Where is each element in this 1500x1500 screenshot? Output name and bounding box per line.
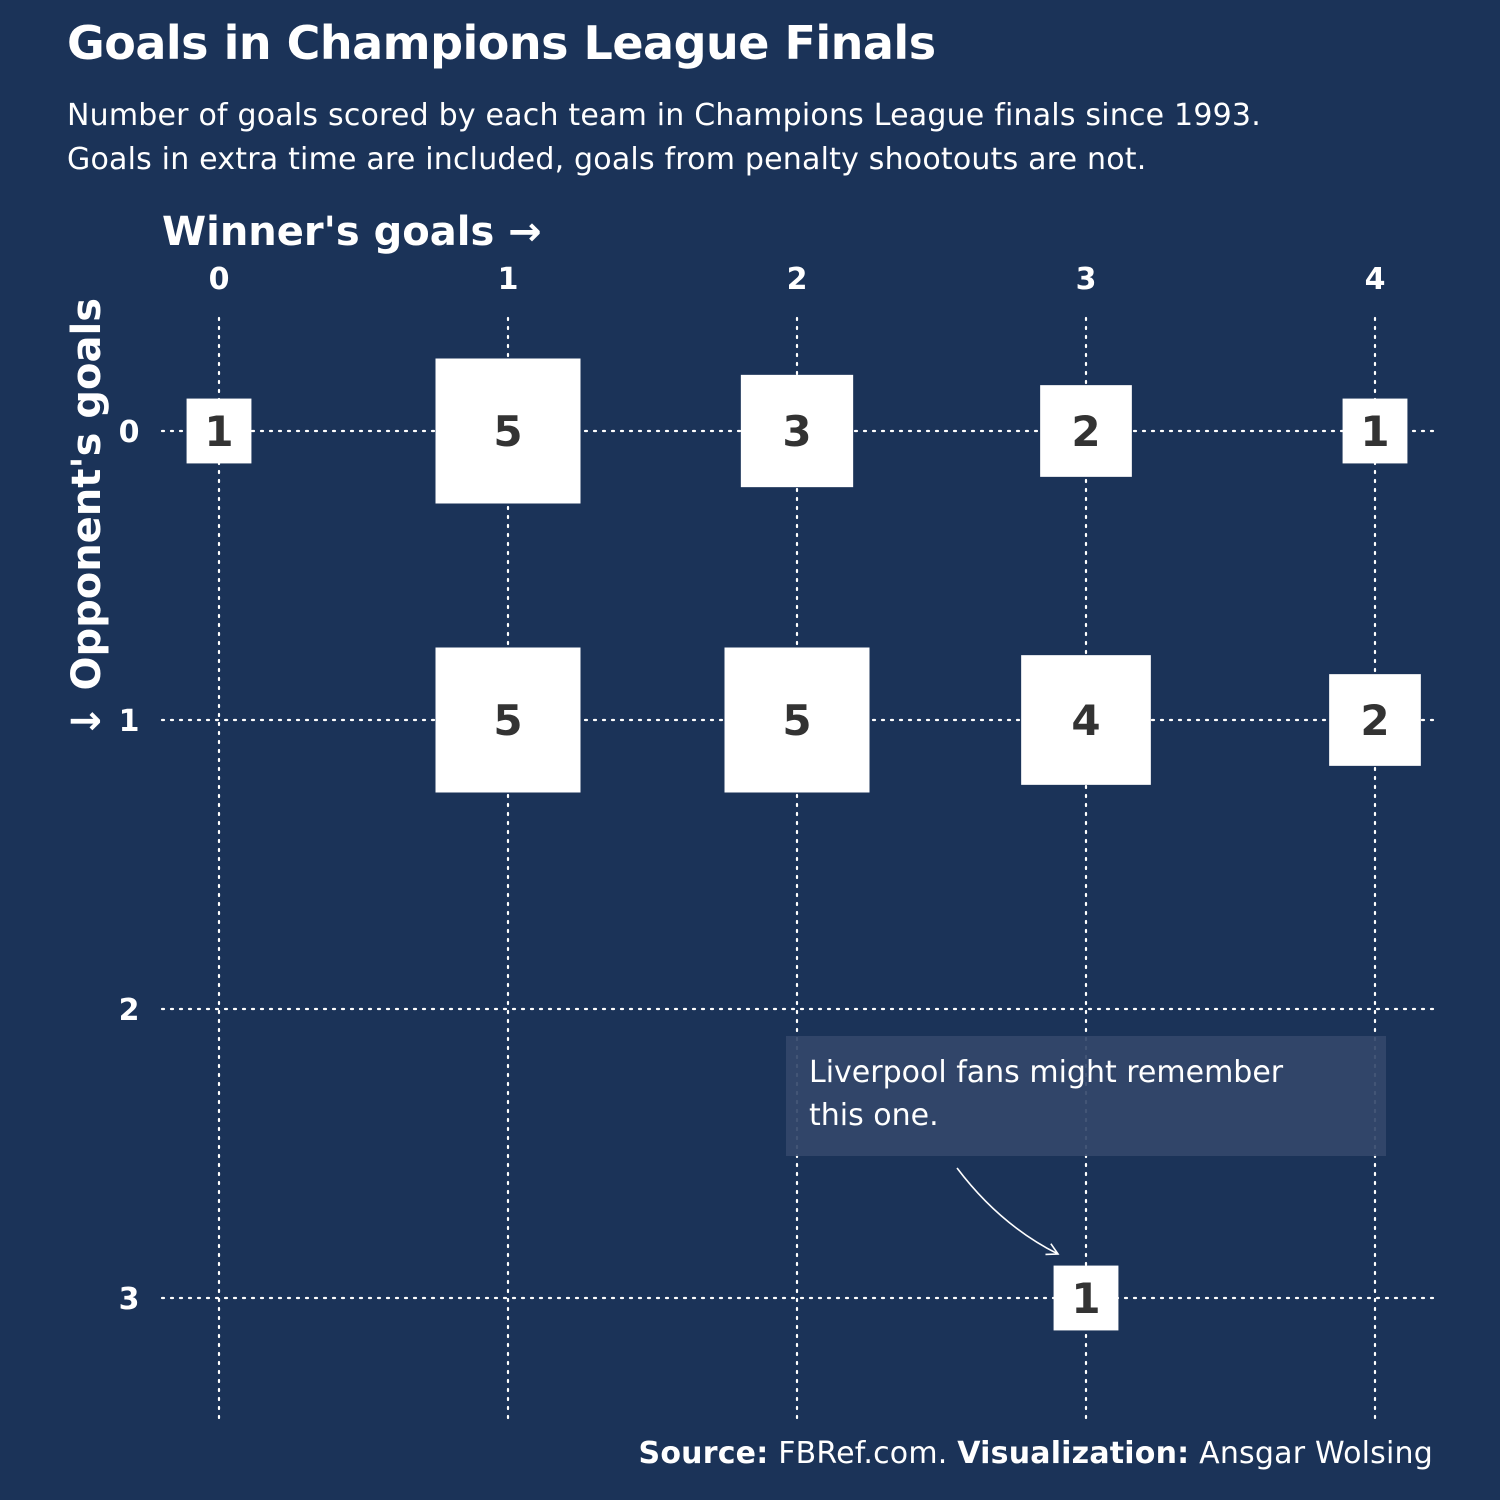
annotation-box xyxy=(786,1036,1386,1156)
y-axis-label: ↓ Opponent's goals xyxy=(64,298,110,738)
cell-count-label: 1 xyxy=(1071,1274,1100,1323)
cell-box xyxy=(740,374,854,488)
x-tick-label: 4 xyxy=(1365,262,1386,297)
annotation-arrow xyxy=(956,1167,1060,1256)
cell-box xyxy=(186,398,252,464)
cell-count-label: 4 xyxy=(1071,696,1100,745)
cell-count-label: 5 xyxy=(493,407,522,456)
cell-box xyxy=(1342,398,1408,464)
subtitle-line-1: Number of goals scored by each team in C… xyxy=(67,98,1261,133)
visualization-label: Visualization: xyxy=(957,1436,1190,1471)
axis-ticks: 0 1 2 3 4 0 1 2 3 xyxy=(119,262,1386,1317)
subtitle-line-2: Goals in extra time are included, goals … xyxy=(67,142,1147,177)
cell-count-label: 5 xyxy=(493,696,522,745)
cells: 1 5 3 2 1 5 5 4 2 1 xyxy=(186,358,1421,1331)
x-tick-label: 3 xyxy=(1076,262,1097,297)
y-tick-label: 3 xyxy=(119,1282,140,1317)
cell-count-label: 2 xyxy=(1071,407,1100,456)
cell-count-label: 5 xyxy=(782,696,811,745)
cell-box xyxy=(1021,655,1151,785)
grid-lines xyxy=(160,316,1437,1422)
annotation-line-1: Liverpool fans might remember xyxy=(809,1055,1284,1090)
cell-count-label: 2 xyxy=(1360,696,1389,745)
annotation: Liverpool fans might remember this one. xyxy=(786,1036,1386,1256)
cell-box xyxy=(724,647,870,793)
x-tick-label: 0 xyxy=(209,262,230,297)
annotation-line-2: this one. xyxy=(809,1098,939,1133)
cell-box xyxy=(435,647,581,793)
cell-count-label: 1 xyxy=(1360,407,1389,456)
y-tick-label: 2 xyxy=(119,993,140,1028)
y-tick-label: 1 xyxy=(119,704,140,739)
cell-box xyxy=(1040,385,1132,477)
source-value: FBRef.com. xyxy=(778,1436,948,1471)
x-tick-label: 2 xyxy=(787,262,808,297)
cell-count-label: 1 xyxy=(204,407,233,456)
x-tick-label: 1 xyxy=(498,262,519,297)
visualization-value: Ansgar Wolsing xyxy=(1199,1436,1433,1471)
source-label: Source: xyxy=(638,1436,769,1471)
chart-title: Goals in Champions League Finals xyxy=(67,16,936,70)
cell-box xyxy=(435,358,581,504)
chart-subtitle: Number of goals scored by each team in C… xyxy=(67,94,1261,182)
cell-box xyxy=(1053,1265,1119,1331)
caption: Source: FBRef.com. Visualization: Ansgar… xyxy=(639,1432,1433,1476)
x-axis-label: Winner's goals → xyxy=(162,209,542,255)
y-tick-label: 0 xyxy=(119,415,140,450)
cell-count-label: 3 xyxy=(782,407,811,456)
cell-box xyxy=(1329,674,1421,766)
